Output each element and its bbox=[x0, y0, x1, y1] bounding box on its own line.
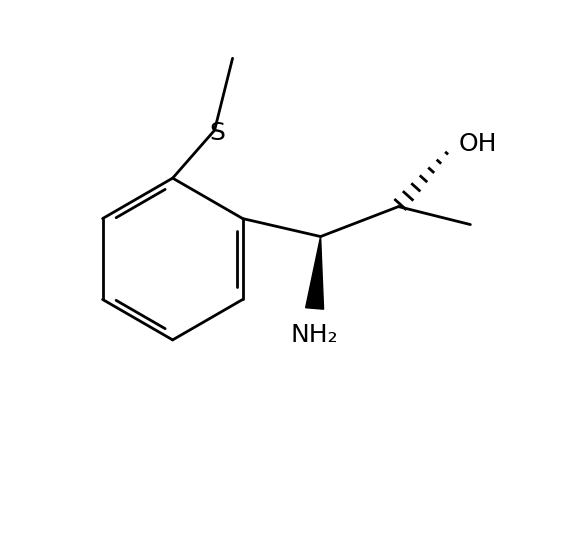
Text: S: S bbox=[210, 121, 226, 145]
Text: OH: OH bbox=[458, 132, 497, 156]
Text: NH₂: NH₂ bbox=[291, 324, 338, 347]
Polygon shape bbox=[306, 236, 324, 309]
